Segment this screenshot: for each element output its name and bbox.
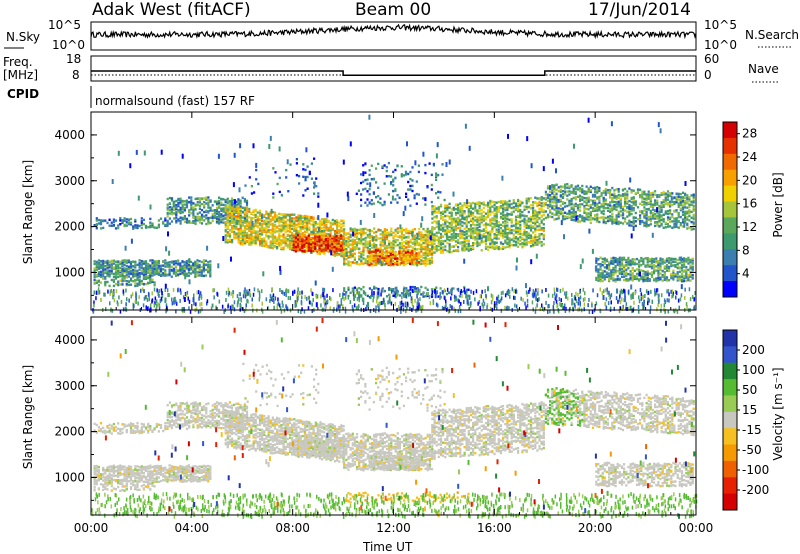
power-colorbar-cell	[723, 185, 737, 203]
x-tick-label: 00:00	[74, 521, 109, 535]
power-heatmap	[92, 114, 696, 314]
freq-panel-frame	[90, 55, 697, 82]
power-ytick-label: 2000	[54, 220, 85, 234]
velocity-colorbar-tick-label: 50	[742, 383, 757, 397]
velocity-ytick-label: 1000	[54, 470, 85, 484]
power-colorbar-cell	[723, 153, 737, 171]
power-colorbar-tick-label: 28	[742, 127, 757, 141]
velocity-colorbar-cell	[723, 428, 737, 446]
velocity-colorbar-cell	[723, 346, 737, 364]
velocity-colorbar-cell	[723, 379, 737, 396]
power-colorbar-cell	[723, 137, 737, 155]
power-ylabel: Slant Range [km]	[21, 159, 35, 265]
velocity-colorbar-cell	[723, 460, 737, 478]
velocity-ytick-label: 2000	[54, 425, 85, 439]
velocity-colorbar-tick-label: -50	[742, 443, 762, 457]
power-colorbar-tick-label: 20	[742, 173, 757, 187]
x-tick-label: 12:00	[376, 521, 411, 535]
velocity-colorbar-tick-label: -15	[742, 423, 762, 437]
power-ytick-label: 4000	[54, 128, 85, 142]
velocity-ytick-label: 4000	[54, 333, 85, 347]
freq-label: Freq.	[3, 55, 33, 69]
cpid-text: normalsound (fast) 157 RF	[95, 94, 255, 108]
nave-tick-top: 60	[704, 52, 720, 66]
velocity-colorbar-frame	[722, 329, 738, 511]
station-title: Adak West (fitACF)	[92, 0, 251, 20]
velocity-colorbar-cell	[723, 362, 737, 380]
nave-tick-bottom: 0	[704, 68, 712, 82]
nsearch-tick-top: 10^5	[704, 18, 737, 32]
velocity-colorbar-cell	[723, 330, 737, 347]
power-colorbar-cell	[723, 249, 737, 266]
power-ytick-label: 1000	[54, 265, 85, 279]
date-title: 17/Jun/2014	[588, 0, 691, 20]
velocity-ylabel: Slant Range [km]	[21, 364, 35, 470]
freq-trace	[91, 70, 696, 77]
velocity-colorbar-tick-label: -200	[742, 483, 769, 497]
power-colorbar-cell	[723, 233, 737, 250]
velocity-colorbar-tick-label: -100	[742, 463, 769, 477]
freq-unit-label: [MHz]	[3, 68, 39, 82]
x-tick-label: 00:00	[679, 521, 714, 535]
nsearch-tick-bottom: 10^0	[704, 38, 737, 52]
power-ytick-label: 3000	[54, 174, 85, 188]
velocity-colorbar-cell	[723, 411, 737, 429]
power-colorbar-cell	[723, 201, 737, 218]
nsky-tick-bottom: 10^0	[52, 38, 85, 52]
power-colorbar-cell	[723, 169, 737, 187]
power-colorbar-frame	[722, 121, 738, 298]
velocity-colorbar-label: Velocity [m s⁻¹]	[771, 367, 785, 461]
x-tick-label: 08:00	[275, 521, 310, 535]
power-colorbar-tick-label: 16	[742, 197, 757, 211]
velocity-colorbar-tick-label: 100	[742, 363, 765, 377]
velocity-colorbar-cell	[723, 477, 737, 495]
velocity-colorbar-cell	[723, 395, 737, 413]
cpid-label: CPID	[7, 87, 40, 101]
freq-tick-bottom: 8	[72, 68, 80, 82]
nsky-trace	[90, 23, 697, 40]
power-colorbar-tick-label: 8	[742, 243, 750, 257]
x-axis-label: Time UT	[363, 540, 413, 554]
power-colorbar-cell	[723, 281, 737, 298]
nsky-panel-frame	[90, 21, 697, 51]
power-colorbar-cell	[723, 122, 737, 139]
nave-label: Nave	[748, 62, 779, 76]
power-colorbar-tick-label: 24	[742, 150, 757, 164]
nsearch-label: N.Search	[745, 28, 800, 42]
nsky-tick-top: 10^5	[48, 18, 81, 32]
beam-title: Beam 00	[355, 0, 432, 20]
velocity-colorbar-tick-label: 200	[742, 343, 765, 357]
nsky-label: N.Sky	[6, 30, 41, 44]
power-colorbar-label: Power [dB]	[771, 172, 785, 238]
velocity-ytick-label: 3000	[54, 379, 85, 393]
x-tick-label: 20:00	[578, 521, 613, 535]
power-colorbar-tick-label: 12	[742, 220, 757, 234]
velocity-heatmap	[91, 317, 698, 519]
x-tick-label: 16:00	[477, 521, 512, 535]
power-colorbar-tick-label: 4	[742, 267, 750, 281]
power-colorbar-cell	[723, 217, 737, 234]
velocity-colorbar-cell	[723, 444, 737, 462]
velocity-colorbar-cell	[723, 493, 737, 511]
power-colorbar-cell	[723, 265, 737, 282]
x-tick-label: 04:00	[175, 521, 210, 535]
velocity-colorbar-tick-label: 15	[742, 403, 757, 417]
freq-tick-top: 18	[66, 52, 82, 66]
